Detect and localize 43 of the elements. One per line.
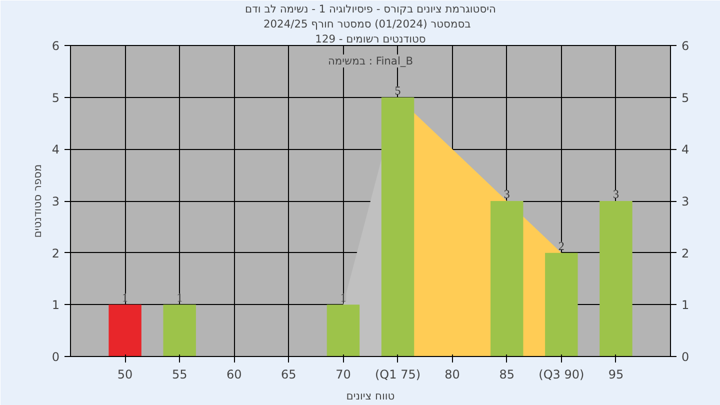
y-tick-label: 5: [52, 90, 60, 105]
y2-tick-label: 4: [682, 142, 690, 157]
chart-title: היסטוגרמת ציונים בקורס - פיסיולוגיה 1 - נשימה לב ודם: [245, 2, 496, 16]
y-tick-label: 0: [52, 350, 60, 364]
bar: [163, 304, 196, 356]
x-tick-label: 80: [444, 368, 460, 382]
x-axis-title: טווח ציונים: [346, 390, 395, 402]
bar: [490, 201, 524, 356]
data-label: 2: [558, 238, 564, 253]
bar: [600, 201, 632, 356]
x-tick-label: 65: [281, 368, 296, 382]
y-tick-label: 1: [52, 298, 60, 312]
text: סטודנטים רשומים - 129: [315, 32, 426, 46]
y2-tick-label: 3: [682, 194, 690, 208]
data-label: 1: [176, 290, 183, 305]
y-tick-label: 3: [52, 194, 60, 208]
x-tick-label: 60: [226, 368, 242, 382]
y2-tick-label: 2: [682, 246, 690, 260]
y-tick-label: 6: [52, 39, 60, 53]
data-label: 1: [340, 290, 346, 305]
x-tick-label: 55: [172, 368, 188, 382]
data-label: 3: [504, 187, 510, 201]
data-label: 3: [612, 187, 619, 201]
x-tick-label: (Q1 75): [375, 368, 421, 382]
x-tick-label: 50: [117, 368, 133, 382]
y2-tick-label: 6: [682, 39, 690, 53]
bar: [545, 252, 578, 356]
y2-tick-label: 0: [682, 350, 690, 364]
bar: [108, 304, 142, 356]
bar: [326, 304, 360, 356]
y-tick-label: 4: [52, 142, 60, 157]
x-tick-label: (Q3 90): [538, 368, 584, 382]
y-axis-title: מספר סטודנטים: [30, 164, 44, 238]
y-tick-label: 2: [52, 246, 60, 260]
y2-tick-label: 5: [682, 90, 690, 105]
x-tick-label: 70: [336, 368, 351, 382]
x-tick-label: 85: [499, 368, 515, 382]
y2-tick-label: 1: [682, 298, 690, 312]
data-label: 5: [394, 83, 401, 98]
annotation: במשימה : Final_B: [328, 54, 414, 68]
chart-subtitle: בסמסטר (01/2024) סמסטר חורף 2024/25: [263, 18, 471, 30]
x-tick-label: 95: [608, 368, 624, 382]
data-label: 1: [122, 290, 128, 305]
